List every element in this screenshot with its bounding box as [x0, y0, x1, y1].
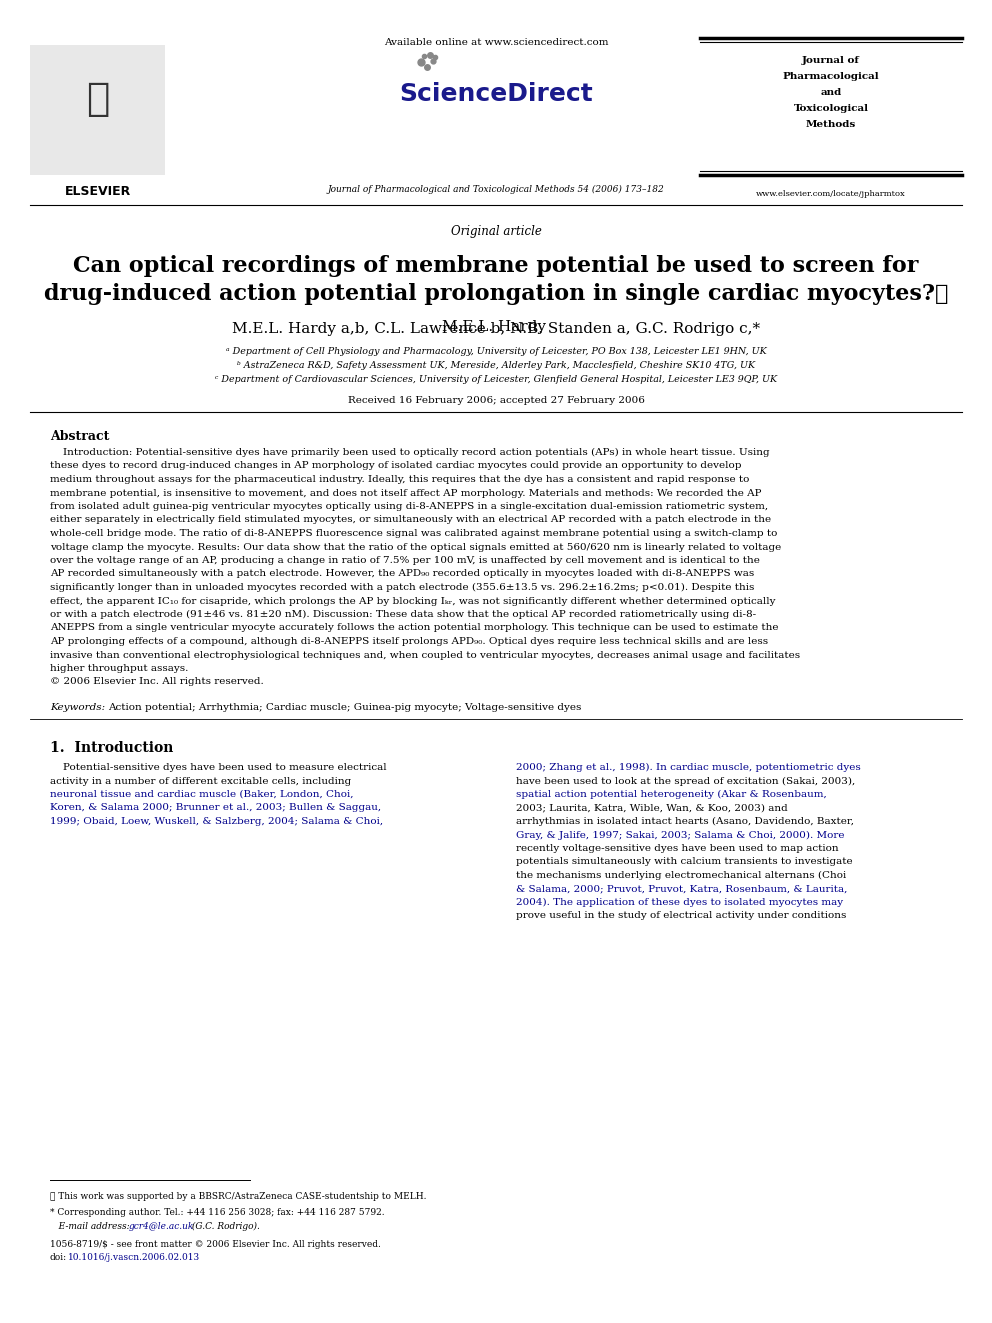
- Text: spatial action potential heterogeneity (Akar & Rosenbaum,: spatial action potential heterogeneity (…: [516, 790, 826, 799]
- Text: or with a patch electrode (91±46 vs. 81±20 nM). Discussion: These data show that: or with a patch electrode (91±46 vs. 81±…: [50, 610, 756, 619]
- Text: from isolated adult guinea-pig ventricular myocytes optically using di-8-ANEPPS : from isolated adult guinea-pig ventricul…: [50, 501, 768, 511]
- Text: significantly longer than in unloaded myocytes recorded with a patch electrode (: significantly longer than in unloaded my…: [50, 583, 754, 593]
- Text: activity in a number of different excitable cells, including: activity in a number of different excita…: [50, 777, 351, 786]
- Text: ᵇ AstraZeneca R&D, Safety Assessment UK, Mereside, Alderley Park, Macclesfield, : ᵇ AstraZeneca R&D, Safety Assessment UK,…: [237, 361, 755, 370]
- Text: ᵃ Department of Cell Physiology and Pharmacology, University of Leicester, PO Bo: ᵃ Department of Cell Physiology and Phar…: [225, 347, 767, 356]
- Text: 2004). The application of these dyes to isolated myocytes may: 2004). The application of these dyes to …: [516, 898, 843, 908]
- Text: recently voltage-sensitive dyes have been used to map action: recently voltage-sensitive dyes have bee…: [516, 844, 838, 853]
- Text: AP prolonging effects of a compound, although di-8-ANEPPS itself prolongs APD₉₀.: AP prolonging effects of a compound, alt…: [50, 636, 768, 646]
- Text: Available online at www.sciencedirect.com: Available online at www.sciencedirect.co…: [384, 38, 608, 48]
- Text: 2000; Zhang et al., 1998). In cardiac muscle, potentiometric dyes: 2000; Zhang et al., 1998). In cardiac mu…: [516, 763, 861, 773]
- Text: Journal of Pharmacological and Toxicological Methods 54 (2006) 173–182: Journal of Pharmacological and Toxicolog…: [327, 185, 665, 194]
- Text: Toxicological: Toxicological: [794, 105, 869, 112]
- Text: M.E.L. Hardy: M.E.L. Hardy: [441, 320, 551, 333]
- Text: arrhythmias in isolated intact hearts (Asano, Davidendo, Baxter,: arrhythmias in isolated intact hearts (A…: [516, 818, 854, 826]
- Text: ANEPPS from a single ventricular myocyte accurately follows the action potential: ANEPPS from a single ventricular myocyte…: [50, 623, 779, 632]
- Text: higher throughput assays.: higher throughput assays.: [50, 664, 188, 673]
- FancyBboxPatch shape: [30, 45, 165, 175]
- Text: Abstract: Abstract: [50, 430, 109, 443]
- Text: Received 16 February 2006; accepted 27 February 2006: Received 16 February 2006; accepted 27 F…: [347, 396, 645, 405]
- Text: medium throughout assays for the pharmaceutical industry. Ideally, this requires: medium throughout assays for the pharmac…: [50, 475, 749, 484]
- Text: Koren, & Salama 2000; Brunner et al., 2003; Bullen & Saggau,: Koren, & Salama 2000; Brunner et al., 20…: [50, 803, 381, 812]
- Text: Gray, & Jalife, 1997; Sakai, 2003; Salama & Choi, 2000). More: Gray, & Jalife, 1997; Sakai, 2003; Salam…: [516, 831, 844, 840]
- Text: 1999; Obaid, Loew, Wuskell, & Salzberg, 2004; Salama & Choi,: 1999; Obaid, Loew, Wuskell, & Salzberg, …: [50, 818, 383, 826]
- Text: doi:: doi:: [50, 1253, 67, 1262]
- Text: 2003; Laurita, Katra, Wible, Wan, & Koo, 2003) and: 2003; Laurita, Katra, Wible, Wan, & Koo,…: [516, 803, 788, 812]
- Text: AP recorded simultaneously with a patch electrode. However, the APD₉₀ recorded o: AP recorded simultaneously with a patch …: [50, 569, 754, 578]
- Text: membrane potential, is insensitive to movement, and does not itself affect AP mo: membrane potential, is insensitive to mo…: [50, 488, 762, 497]
- Text: voltage clamp the myocyte. Results: Our data show that the ratio of the optical : voltage clamp the myocyte. Results: Our …: [50, 542, 782, 552]
- Text: over the voltage range of an AP, producing a change in ratio of 7.5% per 100 mV,: over the voltage range of an AP, produci…: [50, 556, 760, 565]
- Text: the mechanisms underlying electromechanical alternans (Choi: the mechanisms underlying electromechani…: [516, 871, 846, 880]
- Text: invasive than conventional electrophysiological techniques and, when coupled to : invasive than conventional electrophysio…: [50, 651, 801, 659]
- Text: Pharmacological: Pharmacological: [783, 71, 879, 81]
- Text: either separately in electrically field stimulated myocytes, or simultaneously w: either separately in electrically field …: [50, 516, 771, 524]
- Text: Action potential; Arrhythmia; Cardiac muscle; Guinea-pig myocyte; Voltage-sensit: Action potential; Arrhythmia; Cardiac mu…: [108, 703, 581, 712]
- Text: gcr4@le.ac.uk: gcr4@le.ac.uk: [129, 1222, 194, 1230]
- Text: whole-cell bridge mode. The ratio of di-8-ANEPPS fluorescence signal was calibra: whole-cell bridge mode. The ratio of di-…: [50, 529, 778, 538]
- Text: effect, the apparent IC₁₀ for cisapride, which prolongs the AP by blocking Iₖᵣ, : effect, the apparent IC₁₀ for cisapride,…: [50, 597, 776, 606]
- Text: © 2006 Elsevier Inc. All rights reserved.: © 2006 Elsevier Inc. All rights reserved…: [50, 677, 264, 687]
- Text: ELSEVIER: ELSEVIER: [64, 185, 131, 198]
- Text: 10.1016/j.vascn.2006.02.013: 10.1016/j.vascn.2006.02.013: [68, 1253, 200, 1262]
- Text: 1.  Introduction: 1. Introduction: [50, 741, 174, 755]
- Text: ScienceDirect: ScienceDirect: [399, 82, 593, 106]
- Text: these dyes to record drug-induced changes in AP morphology of isolated cardiac m: these dyes to record drug-induced change…: [50, 462, 741, 471]
- Text: 1056-8719/$ - see front matter © 2006 Elsevier Inc. All rights reserved.: 1056-8719/$ - see front matter © 2006 El…: [50, 1240, 381, 1249]
- Text: Potential-sensitive dyes have been used to measure electrical: Potential-sensitive dyes have been used …: [50, 763, 387, 773]
- Text: Original article: Original article: [450, 225, 542, 238]
- Text: M.E.L. Hardy a,b, C.L. Lawrence b, N.B. Standen a, G.C. Rodrigo c,*: M.E.L. Hardy a,b, C.L. Lawrence b, N.B. …: [232, 321, 760, 336]
- Text: potentials simultaneously with calcium transients to investigate: potentials simultaneously with calcium t…: [516, 857, 853, 867]
- Text: and: and: [820, 89, 841, 97]
- Text: Can optical recordings of membrane potential be used to screen for: Can optical recordings of membrane poten…: [73, 255, 919, 277]
- Text: * Corresponding author. Tel.: +44 116 256 3028; fax: +44 116 287 5792.: * Corresponding author. Tel.: +44 116 25…: [50, 1208, 385, 1217]
- Text: www.elsevier.com/locate/jpharmtox: www.elsevier.com/locate/jpharmtox: [756, 191, 906, 198]
- Text: prove useful in the study of electrical activity under conditions: prove useful in the study of electrical …: [516, 912, 846, 921]
- Text: E-mail address:: E-mail address:: [50, 1222, 133, 1230]
- Text: (G.C. Rodrigo).: (G.C. Rodrigo).: [189, 1222, 260, 1232]
- Text: Methods: Methods: [806, 120, 856, 130]
- Text: & Salama, 2000; Pruvot, Pruvot, Katra, Rosenbaum, & Laurita,: & Salama, 2000; Pruvot, Pruvot, Katra, R…: [516, 885, 847, 893]
- Text: neuronal tissue and cardiac muscle (Baker, London, Choi,: neuronal tissue and cardiac muscle (Bake…: [50, 790, 353, 799]
- Text: Introduction: Potential-sensitive dyes have primarily been used to optically rec: Introduction: Potential-sensitive dyes h…: [50, 448, 770, 458]
- Text: drug-induced action potential prolongation in single cardiac myocytes?☆: drug-induced action potential prolongati…: [44, 283, 948, 306]
- Text: 🌳: 🌳: [86, 79, 110, 118]
- Text: Journal of: Journal of: [803, 56, 860, 65]
- Text: Keywords:: Keywords:: [50, 703, 108, 712]
- Text: have been used to look at the spread of excitation (Sakai, 2003),: have been used to look at the spread of …: [516, 777, 855, 786]
- Text: ☆ This work was supported by a BBSRC/AstraZeneca CASE-studentship to MELH.: ☆ This work was supported by a BBSRC/Ast…: [50, 1192, 427, 1201]
- Text: ᶜ Department of Cardiovascular Sciences, University of Leicester, Glenfield Gene: ᶜ Department of Cardiovascular Sciences,…: [215, 374, 777, 384]
